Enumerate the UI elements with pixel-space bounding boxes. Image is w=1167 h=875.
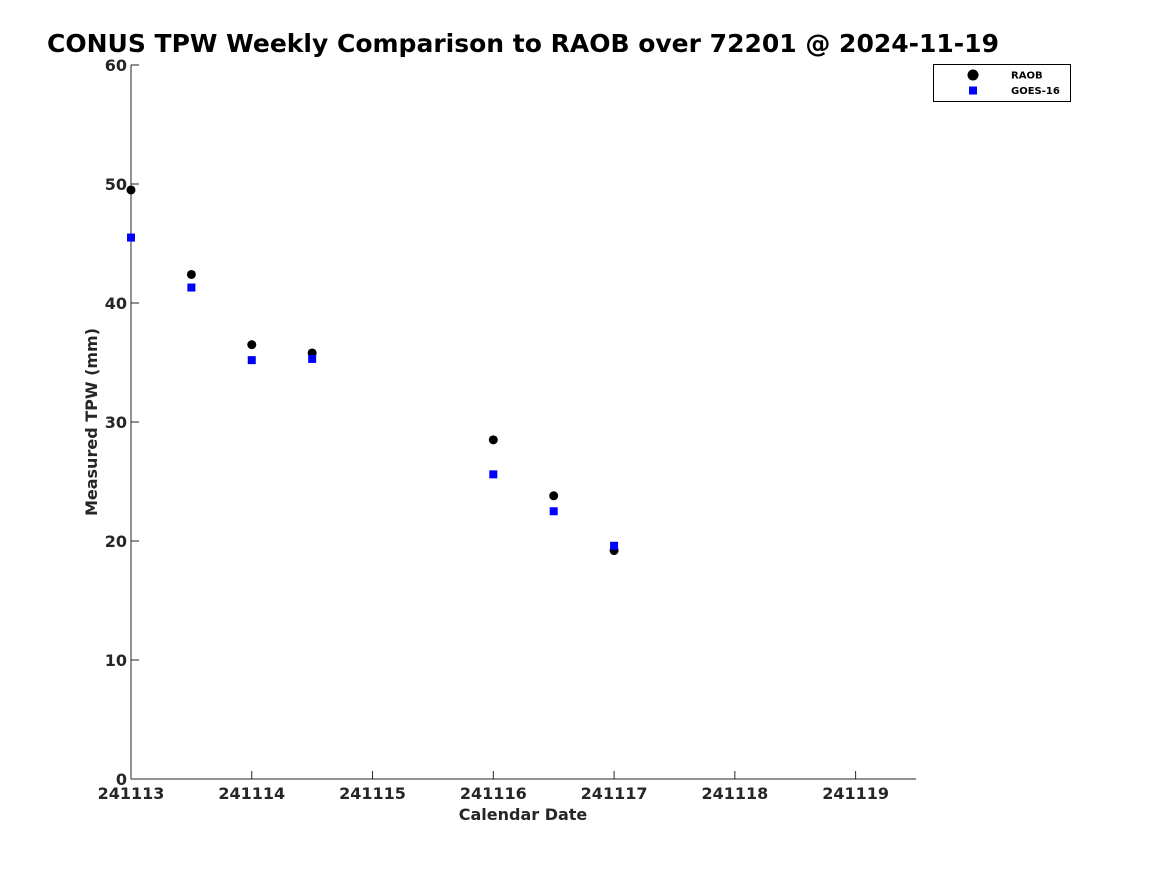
x-axis-label: Calendar Date — [459, 805, 588, 824]
legend: RAOB GOES-16 — [933, 64, 1071, 102]
y-axis-label: Measured TPW (mm) — [82, 328, 101, 516]
data-point-raob — [126, 185, 136, 195]
y-axis-ticks: 0 10 20 30 40 50 60 — [105, 56, 139, 789]
data-point-raob — [549, 491, 559, 501]
x-tick-label: 241119 — [822, 784, 889, 803]
chart-title: CONUS TPW Weekly Comparison to RAOB over… — [47, 29, 999, 58]
data-point-goes16 — [610, 541, 619, 550]
y-tick-label: 10 — [105, 651, 127, 670]
data-point-goes16 — [247, 356, 256, 365]
data-point-raob — [247, 340, 257, 350]
y-tick-label: 20 — [105, 532, 127, 551]
y-tick-label: 40 — [105, 294, 127, 313]
legend-label-goes16: GOES-16 — [1011, 86, 1060, 97]
data-point-raob — [186, 269, 196, 279]
x-tick-label: 241113 — [98, 784, 165, 803]
x-tick-label: 241115 — [339, 784, 406, 803]
y-tick-label: 60 — [105, 56, 127, 75]
data-point-raob — [488, 435, 498, 445]
x-tick-label: 241116 — [460, 784, 527, 803]
y-tick-label: 0 — [116, 770, 127, 789]
y-tick-label: 50 — [105, 175, 127, 194]
x-tick-label: 241118 — [701, 784, 768, 803]
y-tick-label: 30 — [105, 413, 127, 432]
data-point-goes16 — [549, 507, 558, 516]
x-tick-label: 241114 — [218, 784, 285, 803]
legend-marker-goes16 — [969, 86, 977, 95]
data-point-goes16 — [127, 233, 135, 242]
legend-label-raob: RAOB — [1011, 71, 1043, 82]
legend-marker-raob — [967, 69, 979, 81]
x-tick-label: 241117 — [581, 784, 648, 803]
data-point-goes16 — [308, 354, 317, 363]
x-axis-ticks: 241113 241114 241115 241116 241117 241118 2411… — [98, 771, 889, 803]
data-point-goes16 — [187, 283, 196, 292]
data-markers — [126, 185, 619, 556]
data-point-goes16 — [489, 470, 498, 479]
legend-box — [933, 64, 1071, 102]
